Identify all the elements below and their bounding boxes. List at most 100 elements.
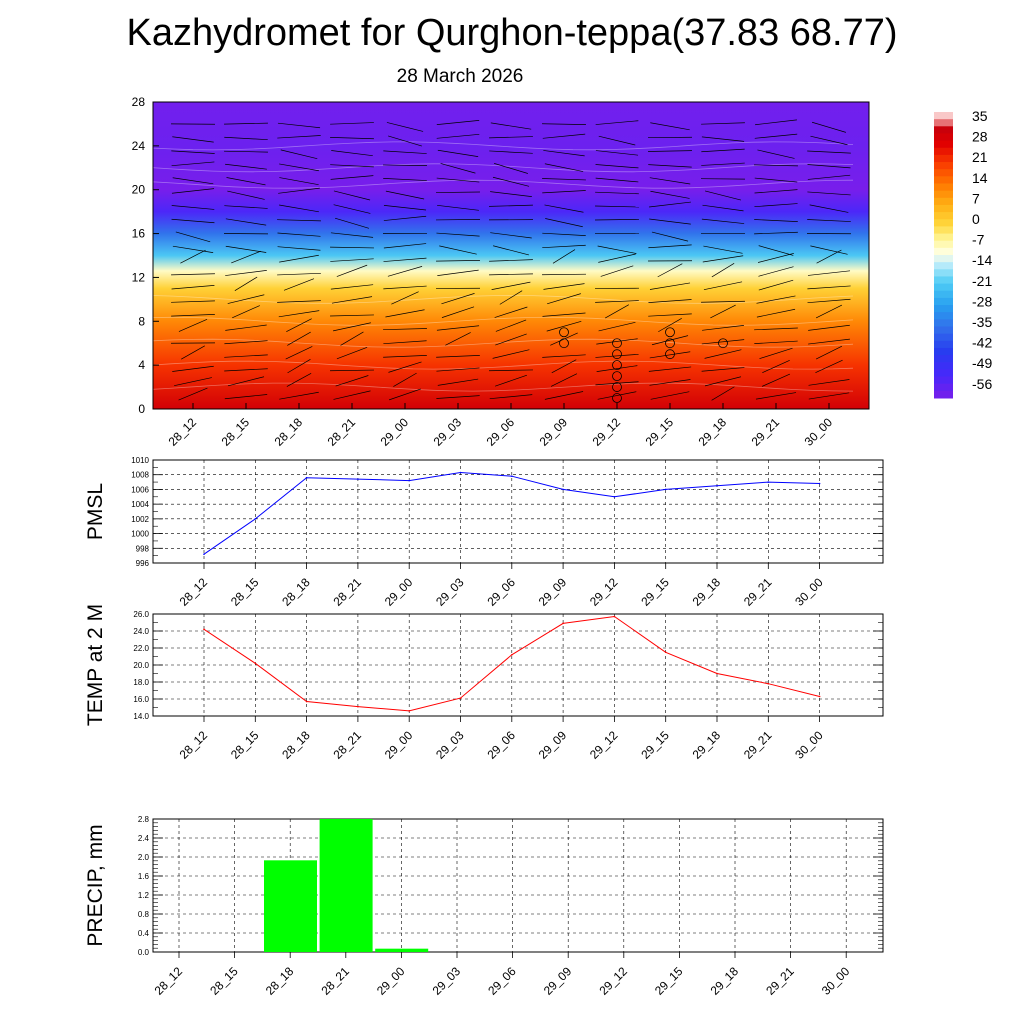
wind-barb (283, 278, 315, 291)
wind-barb (489, 150, 533, 154)
wind-barb (171, 314, 215, 317)
wind-barb (543, 150, 585, 157)
wind-barb (393, 372, 417, 387)
wind-barb (335, 375, 369, 387)
colorbar-segment (934, 233, 953, 242)
x-tick-label: 28_12 (152, 964, 186, 998)
wind-barb (437, 149, 479, 157)
wind-barb (439, 245, 477, 255)
colorbar-label: 14 (972, 170, 988, 186)
colorbar-segment (934, 355, 953, 363)
wind-barb (277, 272, 321, 276)
y-tick-label: 24.0 (133, 627, 149, 636)
y-tick-label: 1004 (131, 500, 149, 509)
wind-barb (383, 340, 427, 345)
colorbar-segment (934, 319, 953, 327)
y-tick-label: 996 (136, 559, 150, 568)
wind-barb (383, 205, 427, 211)
colorbar-segment (934, 347, 953, 356)
wind-barb (807, 164, 851, 169)
wind-barb (331, 150, 373, 157)
wind-barb (598, 321, 636, 332)
wind-barb (383, 178, 427, 181)
colorbar-segment (934, 276, 953, 285)
x-tick-label: 29_06 (484, 575, 518, 609)
wind-barb (331, 296, 373, 304)
wind-barb (436, 355, 480, 358)
wind-barb (277, 300, 321, 303)
y-tick-label: 0.0 (138, 948, 150, 957)
wind-barb (758, 245, 794, 256)
y-tick-label: 26.0 (133, 610, 149, 619)
colorbar-segment (934, 340, 953, 349)
colorbar-segment (934, 154, 953, 163)
wind-barb (277, 246, 321, 251)
calm-wind-circle (559, 338, 569, 349)
wind-barb (542, 190, 586, 194)
pmsl-data-point (203, 553, 205, 555)
colorbar-segment (934, 283, 953, 292)
y-tick-label: 0 (138, 402, 145, 416)
wind-barb (650, 190, 690, 199)
wind-barb (171, 161, 215, 167)
x-tick-label: 28_18 (272, 415, 306, 449)
x-tick-label: 29_09 (536, 728, 570, 762)
wind-barb (701, 148, 745, 153)
wind-barb (489, 136, 533, 139)
wind-barb (224, 205, 268, 209)
wind-barb (701, 218, 745, 224)
wind-barb (489, 204, 533, 207)
wind-barb (436, 367, 480, 372)
wind-barb (489, 273, 533, 276)
wind-barb (391, 291, 419, 305)
wind-barb (234, 276, 258, 291)
pmsl-data-point (357, 478, 359, 480)
wind-barb (595, 150, 639, 156)
y-tick-label: 1010 (131, 456, 149, 465)
wind-barb (600, 265, 634, 277)
wind-barb (701, 136, 745, 142)
temp-data-point (664, 651, 667, 654)
wind-barb (225, 245, 267, 253)
wind-barb (648, 150, 692, 152)
wind-barb (330, 232, 374, 238)
wind-barb (336, 346, 368, 360)
y-axis-title: TEMP at 2 M (84, 604, 107, 726)
colorbar-segment (934, 112, 953, 120)
wind-barb (226, 177, 266, 186)
x-tick-label: 28_15 (207, 964, 241, 998)
pmsl-data-point (459, 471, 462, 474)
wind-barb (280, 149, 318, 160)
wind-barb (704, 376, 742, 387)
wind-barb (754, 133, 798, 139)
wind-barb (596, 365, 638, 372)
colorbar-segment (934, 262, 953, 270)
temp-data-point (562, 622, 564, 625)
wind-barb (171, 300, 215, 303)
wind-barb (172, 245, 214, 253)
calm-wind-circle (612, 360, 622, 371)
wind-barb (174, 377, 212, 387)
precip-bar (319, 819, 373, 952)
y-tick-label: 24 (132, 139, 146, 153)
x-tick-label: 29_18 (690, 728, 724, 762)
wind-barb (225, 270, 267, 276)
wind-barb (758, 279, 794, 291)
wind-barb (489, 369, 533, 372)
x-tick-label: 30_00 (792, 575, 826, 609)
x-tick-label: 29_12 (596, 964, 630, 998)
wind-barb (171, 150, 215, 154)
temp-data-point (767, 682, 770, 685)
colorbar-segment (934, 169, 953, 177)
x-tick-label: 29_18 (708, 964, 742, 998)
colorbar-segment (934, 183, 953, 192)
wind-barb (386, 122, 424, 132)
wind-barb (754, 203, 798, 208)
wind-barb (756, 295, 796, 304)
wind-barb (171, 273, 215, 276)
wind-barb (340, 331, 364, 346)
wind-barb (808, 324, 850, 331)
wind-barb (333, 390, 371, 400)
wind-barb (445, 332, 471, 346)
wind-barb (711, 263, 735, 278)
